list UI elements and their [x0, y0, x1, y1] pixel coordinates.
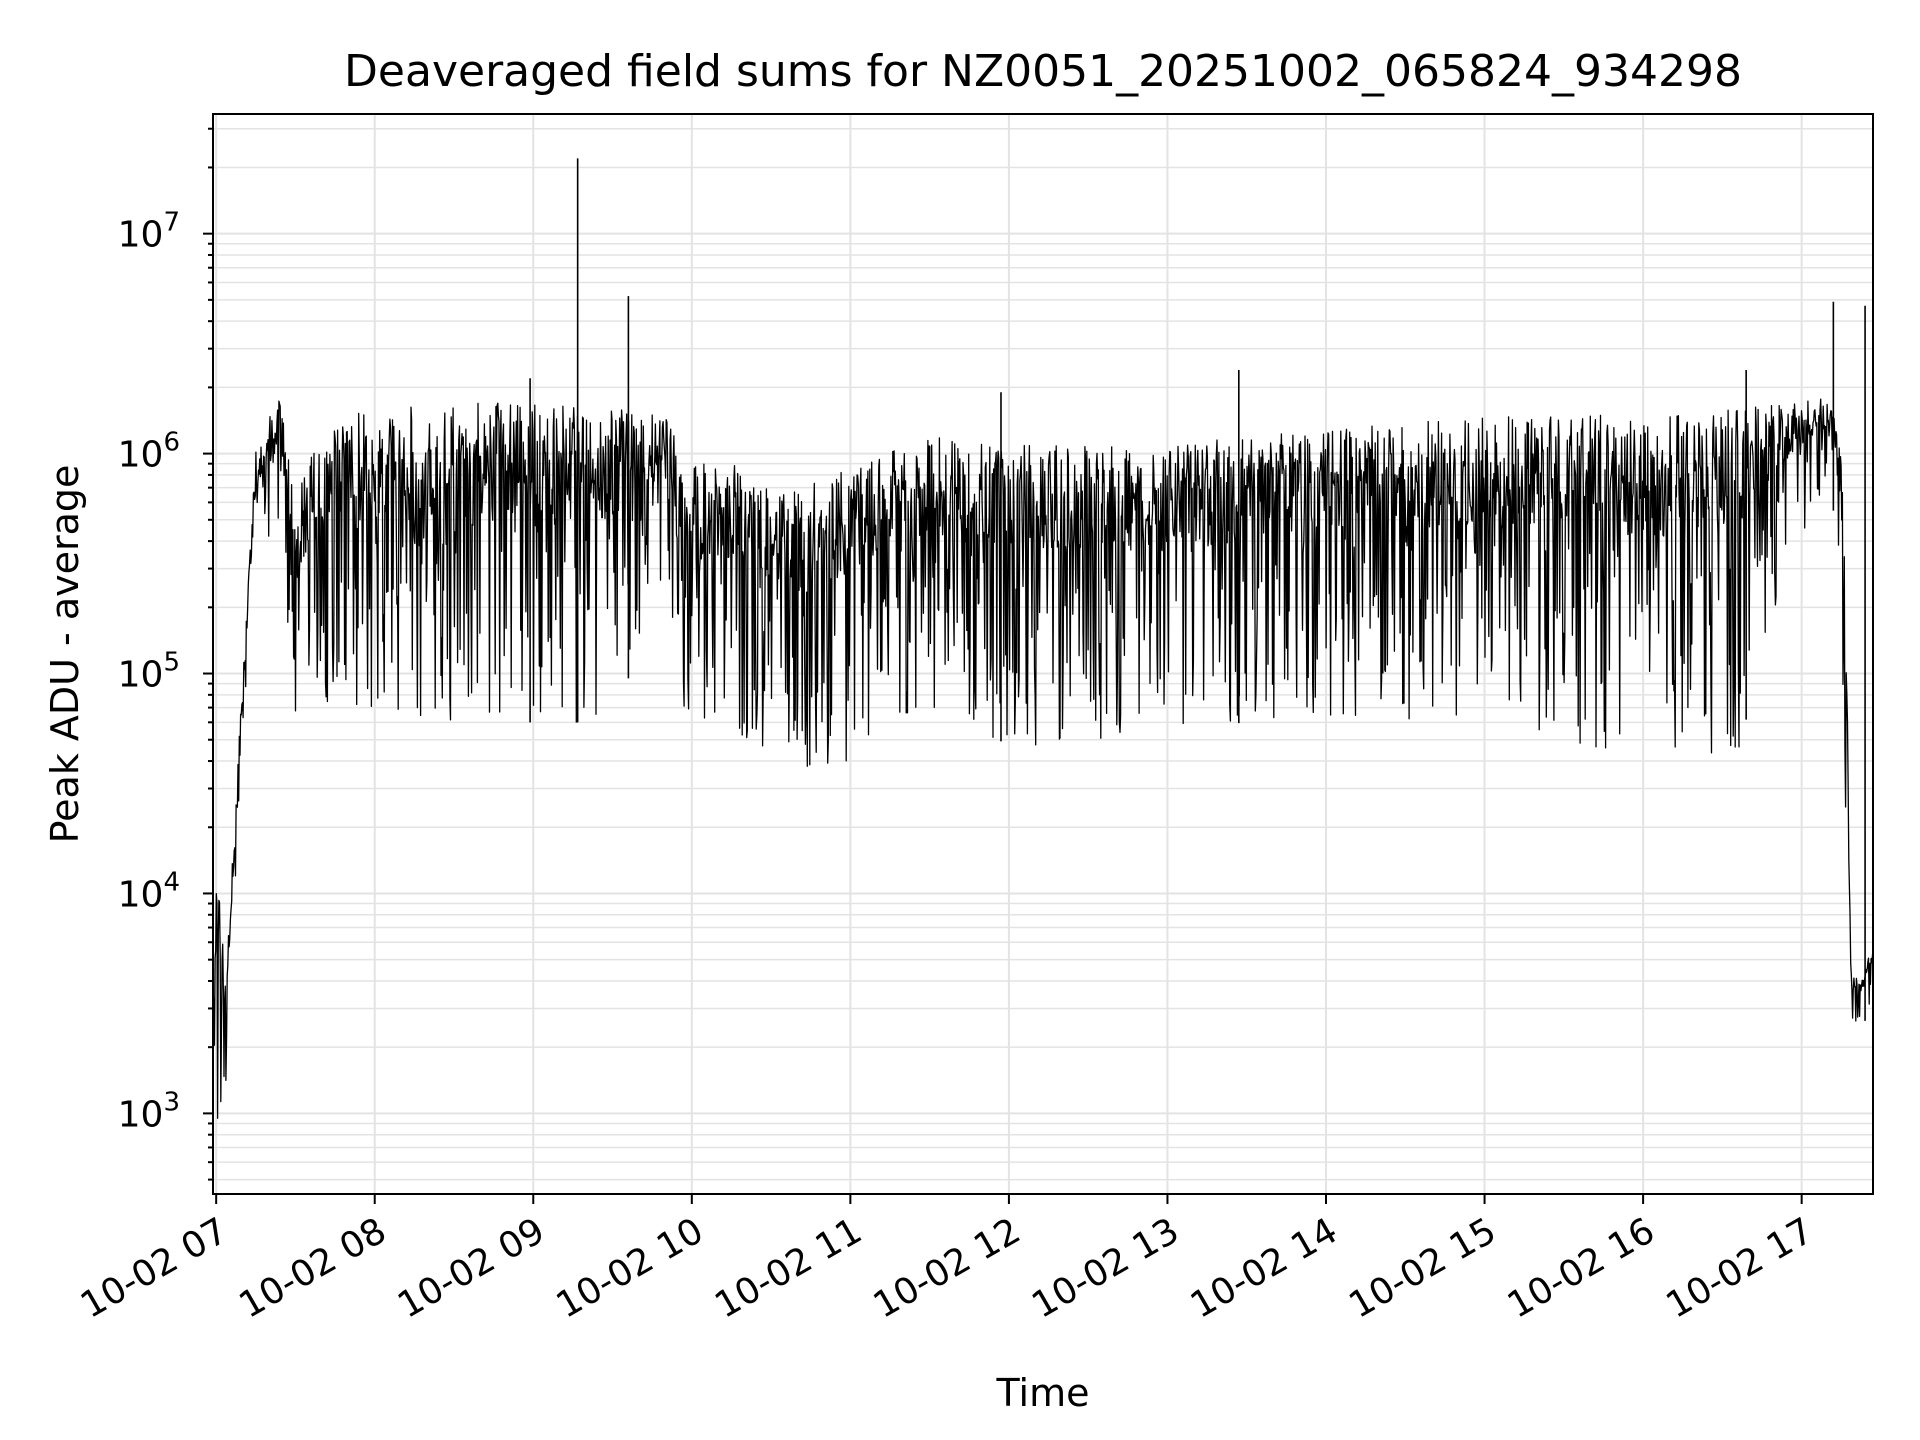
x-tick-label: 10-02 08 — [233, 1210, 394, 1326]
x-tick-label: 10-02 10 — [550, 1210, 711, 1326]
x-axis-label: Time — [996, 1371, 1090, 1415]
y-tick-label: 103 — [118, 1087, 180, 1135]
y-tick-label: 106 — [118, 428, 180, 476]
plot-frame — [212, 113, 1874, 1195]
x-tick-label: 10-02 09 — [391, 1210, 552, 1326]
series-line-group — [213, 158, 1874, 1119]
x-tick-label: 10-02 14 — [1184, 1210, 1345, 1326]
x-tick-label: 10-02 13 — [1025, 1210, 1186, 1326]
x-tick-label: 10-02 07 — [74, 1210, 235, 1326]
y-tick-label: 104 — [118, 867, 180, 915]
series-line — [213, 398, 1874, 1119]
y-axis-label: Peak ADU - average — [43, 465, 87, 844]
x-tick-label: 10-02 16 — [1501, 1210, 1662, 1326]
x-tick-label: 10-02 11 — [708, 1210, 869, 1326]
y-tick-label: 107 — [118, 208, 180, 256]
grid — [213, 114, 1873, 1194]
x-tick-label: 10-02 12 — [867, 1210, 1028, 1326]
x-tick-label: 10-02 17 — [1659, 1210, 1820, 1326]
y-tick-label: 105 — [118, 648, 180, 696]
chart-title: Deaveraged field sums for NZ0051_2025100… — [344, 46, 1742, 97]
x-tick-label: 10-02 15 — [1342, 1210, 1503, 1326]
